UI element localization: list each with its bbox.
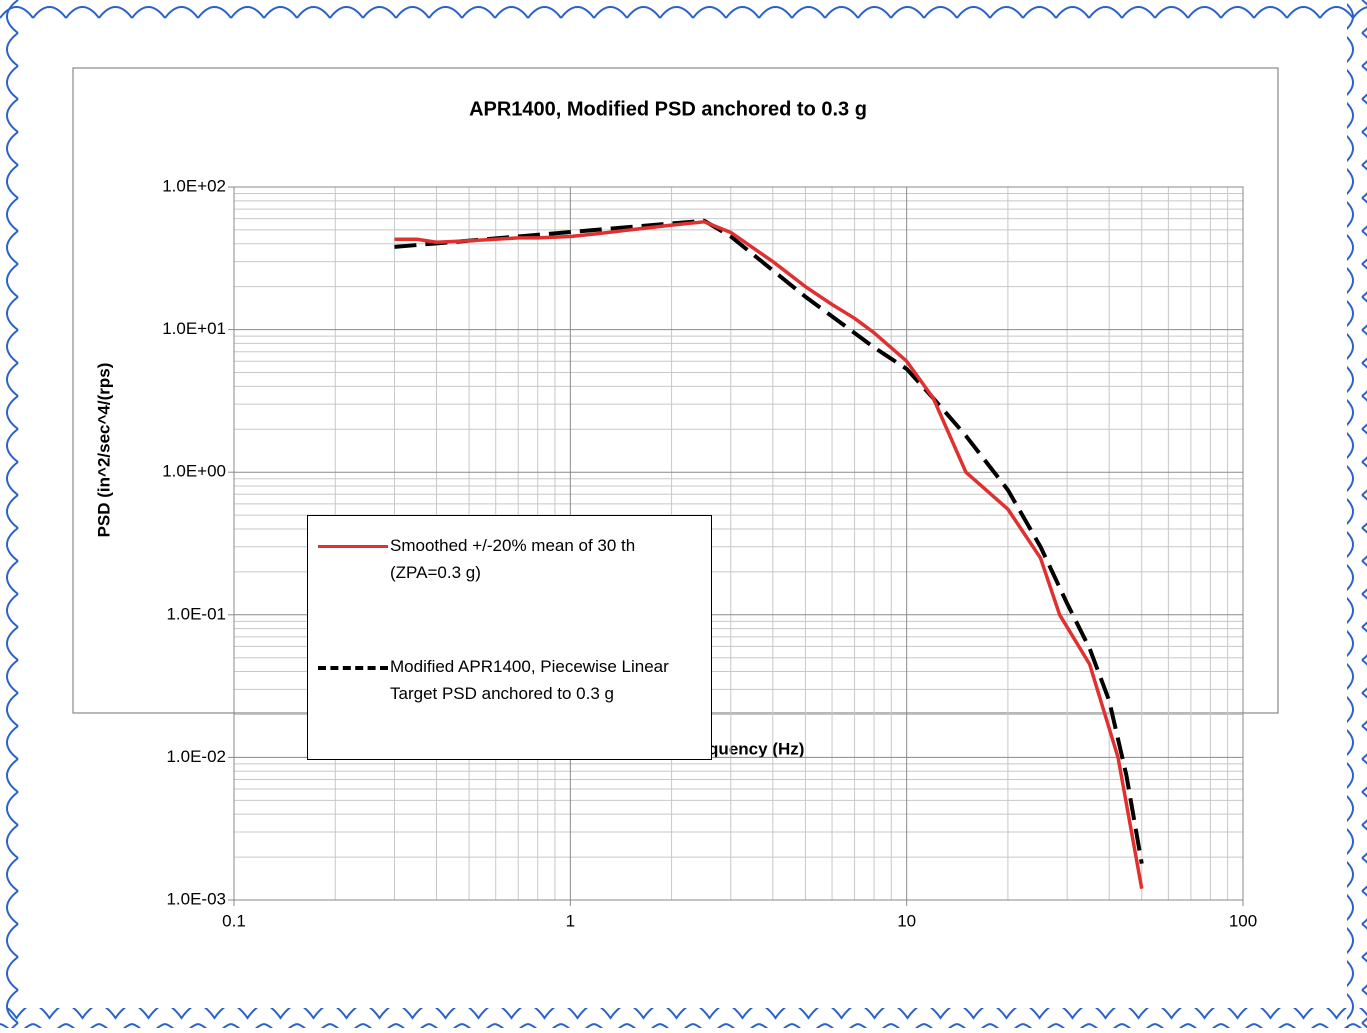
series-line	[394, 220, 1144, 890]
legend-entry: Smoothed +/-20% mean of 30 th (ZPA=0.3 g…	[390, 536, 636, 582]
legend-sample	[318, 545, 388, 548]
border-bottom	[0, 1008, 1367, 1028]
plot-area	[233, 186, 1244, 901]
x-tick-label: 10	[897, 911, 916, 930]
border-left	[0, 0, 20, 1028]
x-tick-label: 0.1	[222, 911, 246, 930]
legend: Smoothed +/-20% mean of 30 th (ZPA=0.3 g…	[307, 515, 712, 760]
legend-sample	[318, 666, 388, 670]
x-axis-label: Frequency (Hz)	[682, 739, 805, 758]
y-tick-label: 1.0E-03	[166, 889, 226, 908]
x-tick-label: 1	[566, 911, 575, 930]
border-top	[0, 0, 1367, 20]
y-tick-label: 1.0E+02	[162, 176, 226, 195]
border-right	[1347, 0, 1367, 1028]
y-tick-label: 1.0E+00	[162, 462, 226, 481]
y-tick-label: 1.0E-02	[166, 747, 226, 766]
y-tick-label: 1.0E+01	[162, 319, 226, 338]
x-tick-label: 100	[1229, 911, 1257, 930]
y-tick-label: 1.0E-01	[166, 604, 226, 623]
chart-title: APR1400, Modified PSD anchored to 0.3 g	[469, 98, 867, 120]
legend-entry: Modified APR1400, Piecewise Linear Targe…	[390, 657, 669, 703]
series-line	[394, 218, 1144, 864]
y-axis-label: PSD (in^2/sec^4/(rps)	[94, 363, 113, 538]
